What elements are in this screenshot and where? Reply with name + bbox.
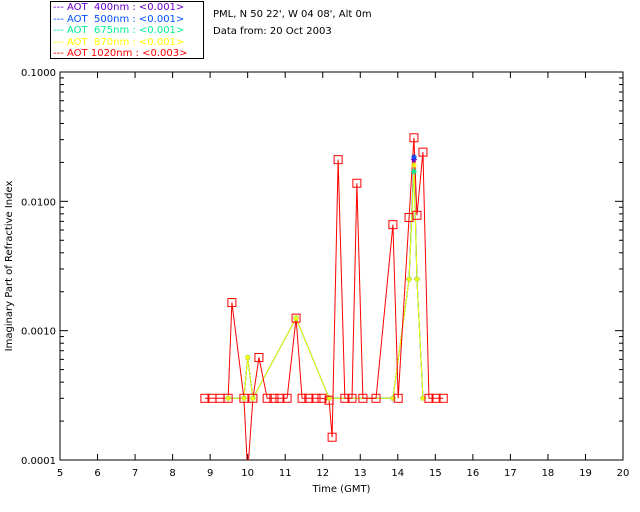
data-point [358,393,368,403]
legend-entry-400: --- AOT 400nm : <0.001> [53,2,185,13]
x-tick-label: 11 [279,468,292,479]
data-point [326,395,333,402]
data-point [438,393,448,403]
data-point [412,210,422,220]
data-point [409,133,419,143]
data-point [327,432,337,442]
data-point [347,393,357,403]
data-point [388,220,398,230]
series-line [228,159,424,400]
x-tick-label: 15 [429,468,442,479]
x-tick-label: 19 [579,468,592,479]
data-point [317,393,327,403]
data-point [410,154,417,161]
data-point [304,393,314,403]
y-tick-label: 0.0100 [21,197,56,208]
data-point [225,395,232,402]
x-tick-label: 13 [354,468,367,479]
y-tick-label: 0.0010 [21,327,56,338]
data-point [406,276,413,283]
legend-entry-870: --- AOT 870nm : <0.001> [53,36,185,48]
data-point [293,315,300,322]
x-tick-label: 6 [94,468,100,479]
legend: --- AOT 400nm : <0.001> --- AOT 500nm : … [50,1,204,59]
data-point [393,393,403,403]
data-point [227,298,237,308]
data-point [324,395,334,405]
data-point [419,395,426,402]
data-point [333,155,343,165]
data-point [410,168,417,175]
data-point [410,162,417,169]
data-point [389,395,396,402]
x-axis-label: Time (GMT) [312,484,371,495]
data-point [269,393,279,403]
y-tick-label: 0.1000 [21,68,56,79]
data-point [282,393,292,403]
x-tick-label: 18 [542,468,555,479]
data-point [262,393,272,403]
data-point [352,178,362,188]
data-point [275,393,285,403]
data-point [424,393,434,403]
data-date: Data from: 20 Oct 2003 [213,26,332,37]
data-point [431,393,441,403]
series-line [228,165,424,400]
data-point [340,393,350,403]
series-line [228,171,424,400]
x-tick-label: 16 [466,468,479,479]
data-point [371,393,381,403]
data-point [413,276,420,283]
data-point [248,393,258,403]
x-tick-label: 9 [207,468,213,479]
x-tick-label: 5 [57,468,63,479]
y-tick-label: 0.0001 [21,456,56,467]
data-point [239,393,249,403]
legend-entry-675: --- AOT 675nm : <0.001> [53,25,185,36]
x-tick-label: 7 [132,468,138,479]
x-tick-label: 10 [241,468,254,479]
y-axis-label: Imaginary Part of Refractive Index [4,181,15,352]
legend-entry-1020: --- AOT 1020nm : <0.003> [53,48,188,59]
x-tick-label: 20 [617,468,630,479]
data-point [240,395,247,402]
data-point [311,393,321,403]
site-info: PML, N 50 22', W 04 08', Alt 0m Data fro… [213,6,372,40]
data-point [244,354,251,361]
data-point [418,147,428,157]
data-point [200,393,210,403]
x-tick-label: 12 [316,468,329,479]
series-line [228,157,424,400]
data-point [291,313,301,323]
data-point [249,395,256,402]
x-tick-label: 14 [391,468,404,479]
plot-frame [59,71,624,461]
data-point [254,353,264,363]
data-point [223,393,233,403]
x-tick-label: 8 [169,468,175,479]
data-point [297,393,307,403]
site-location: PML, N 50 22', W 04 08', Alt 0m [213,9,372,20]
x-tick-label: 17 [504,468,517,479]
legend-entry-500: --- AOT 500nm : <0.001> [53,13,185,25]
series-line [204,137,444,460]
